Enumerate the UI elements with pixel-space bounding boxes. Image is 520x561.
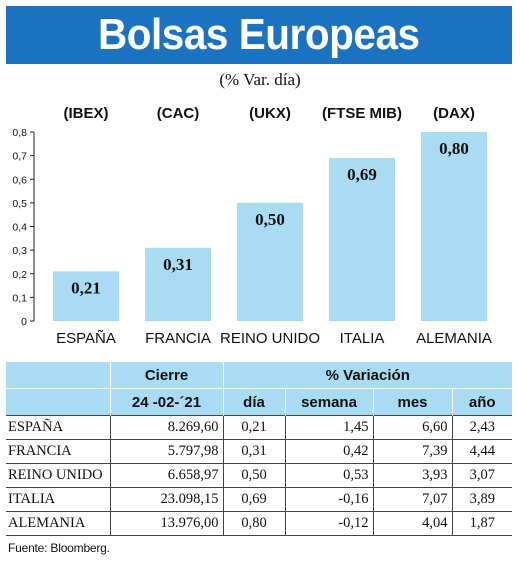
table-cell-week: 0,53 [284,463,373,488]
table-sub-header-row: 24 -02-´21 día semana mes año [6,388,513,416]
y-tick-label: 0,3 [12,245,27,257]
y-tick-label: 0,7 [12,151,27,163]
table-cell-week: -0,12 [284,511,373,536]
table-header-blank [6,362,110,389]
bar [237,202,303,321]
table-cell-month: 7,07 [372,487,452,512]
index-label: (DAX) [433,105,475,122]
table-cell-country: ITALIA [6,487,110,512]
table-cell-year: 3,07 [451,463,513,488]
table-header-close: Cierre [109,362,223,389]
x-category-label: ESPAÑA [56,330,116,347]
table-subheader-2: día [222,388,285,416]
y-tick-label: 0,8 [12,127,27,139]
source-note: Fuente: Bloomberg. [8,541,110,555]
table-subheader-3: semana [284,388,373,416]
table-cell-day: 0,69 [222,487,285,512]
title-banner: Bolsas Europeas [6,6,512,64]
table-subheader-0 [6,388,110,416]
table-cell-week: 1,45 [284,415,373,440]
table-cell-year: 4,44 [451,439,513,464]
table-cell-close: 8.269,60 [109,415,223,440]
bar [421,132,487,321]
table-cell-close: 5.797,98 [109,439,223,464]
table-row: FRANCIA 5.797,98 0,31 0,42 7,39 4,44 [6,439,513,464]
bar-value-label: 0,69 [347,165,377,184]
table-subheader-4: mes [372,388,452,416]
x-category-label: ITALIA [340,330,385,347]
table-group-header-row: Cierre % Variación [6,362,513,389]
chart-subtitle: (% Var. día) [219,70,301,89]
bar-value-label: 0,31 [163,255,193,274]
market-table: Cierre % Variación 24 -02-´21 día semana me… [6,362,513,536]
index-label: (CAC) [157,105,200,122]
y-tick-label: 0,2 [12,269,27,281]
bar-value-label: 0,50 [255,210,285,229]
table-cell-month: 3,93 [372,463,452,488]
bar-value-label: 0,80 [439,139,469,158]
bar [53,271,119,321]
bar-chart: 0 0,1 0,2 0,3 0,4 0,5 0,6 0,7 0,8 0,21 ESPAÑA (IBEX… [12,105,492,347]
table-row: REINO UNIDO 6.658,97 0,50 0,53 3,93 3,07 [6,463,513,488]
x-category-label: REINO UNIDO [220,330,320,347]
table-row: ALEMANIA 13.976,00 0,80 -0,12 4,04 1,87 [6,511,513,536]
table-cell-day: 0,80 [222,511,285,536]
table-cell-year: 3,89 [451,487,513,512]
bar [145,247,211,321]
table-cell-month: 4,04 [372,511,452,536]
table-cell-close: 23.098,15 [109,487,223,512]
y-tick-label: 0 [21,316,27,328]
table-row: ESPAÑA 8.269,60 0,21 1,45 6,60 2,43 [6,415,513,440]
y-tick-label: 0,1 [12,292,27,304]
table-cell-country: FRANCIA [6,439,110,464]
table-cell-week: -0,16 [284,487,373,512]
bar [329,157,395,321]
table-subheader-1: 24 -02-´21 [109,388,223,416]
bar-value-label: 0,21 [71,278,101,297]
table-cell-week: 0,42 [284,439,373,464]
index-label: (UKX) [249,105,291,122]
table-cell-day: 0,50 [222,463,285,488]
y-tick-label: 0,5 [12,198,27,210]
table-cell-year: 2,43 [451,415,513,440]
y-tick-label: 0,4 [12,222,27,234]
table-cell-month: 7,39 [372,439,452,464]
table-cell-country: ESPAÑA [6,415,110,440]
table-cell-close: 13.976,00 [109,511,223,536]
table-cell-day: 0,31 [222,439,285,464]
table-cell-country: REINO UNIDO [6,463,110,488]
table-subheader-5: año [451,388,513,416]
chart-title: Bolsas Europeas [98,10,420,59]
table-cell-day: 0,21 [222,415,285,440]
table-header-variation: % Variación [222,362,513,389]
table-cell-country: ALEMANIA [6,511,110,536]
y-tick-label: 0,6 [12,174,27,186]
index-label: (IBEX) [64,105,109,122]
table-cell-month: 6,60 [372,415,452,440]
index-label: (FTSE MIB) [322,105,402,122]
table-cell-year: 1,87 [451,511,513,536]
x-category-label: ALEMANIA [416,330,492,347]
table-row: ITALIA 23.098,15 0,69 -0,16 7,07 3,89 [6,487,513,512]
table-cell-close: 6.658,97 [109,463,223,488]
x-category-label: FRANCIA [145,330,211,347]
